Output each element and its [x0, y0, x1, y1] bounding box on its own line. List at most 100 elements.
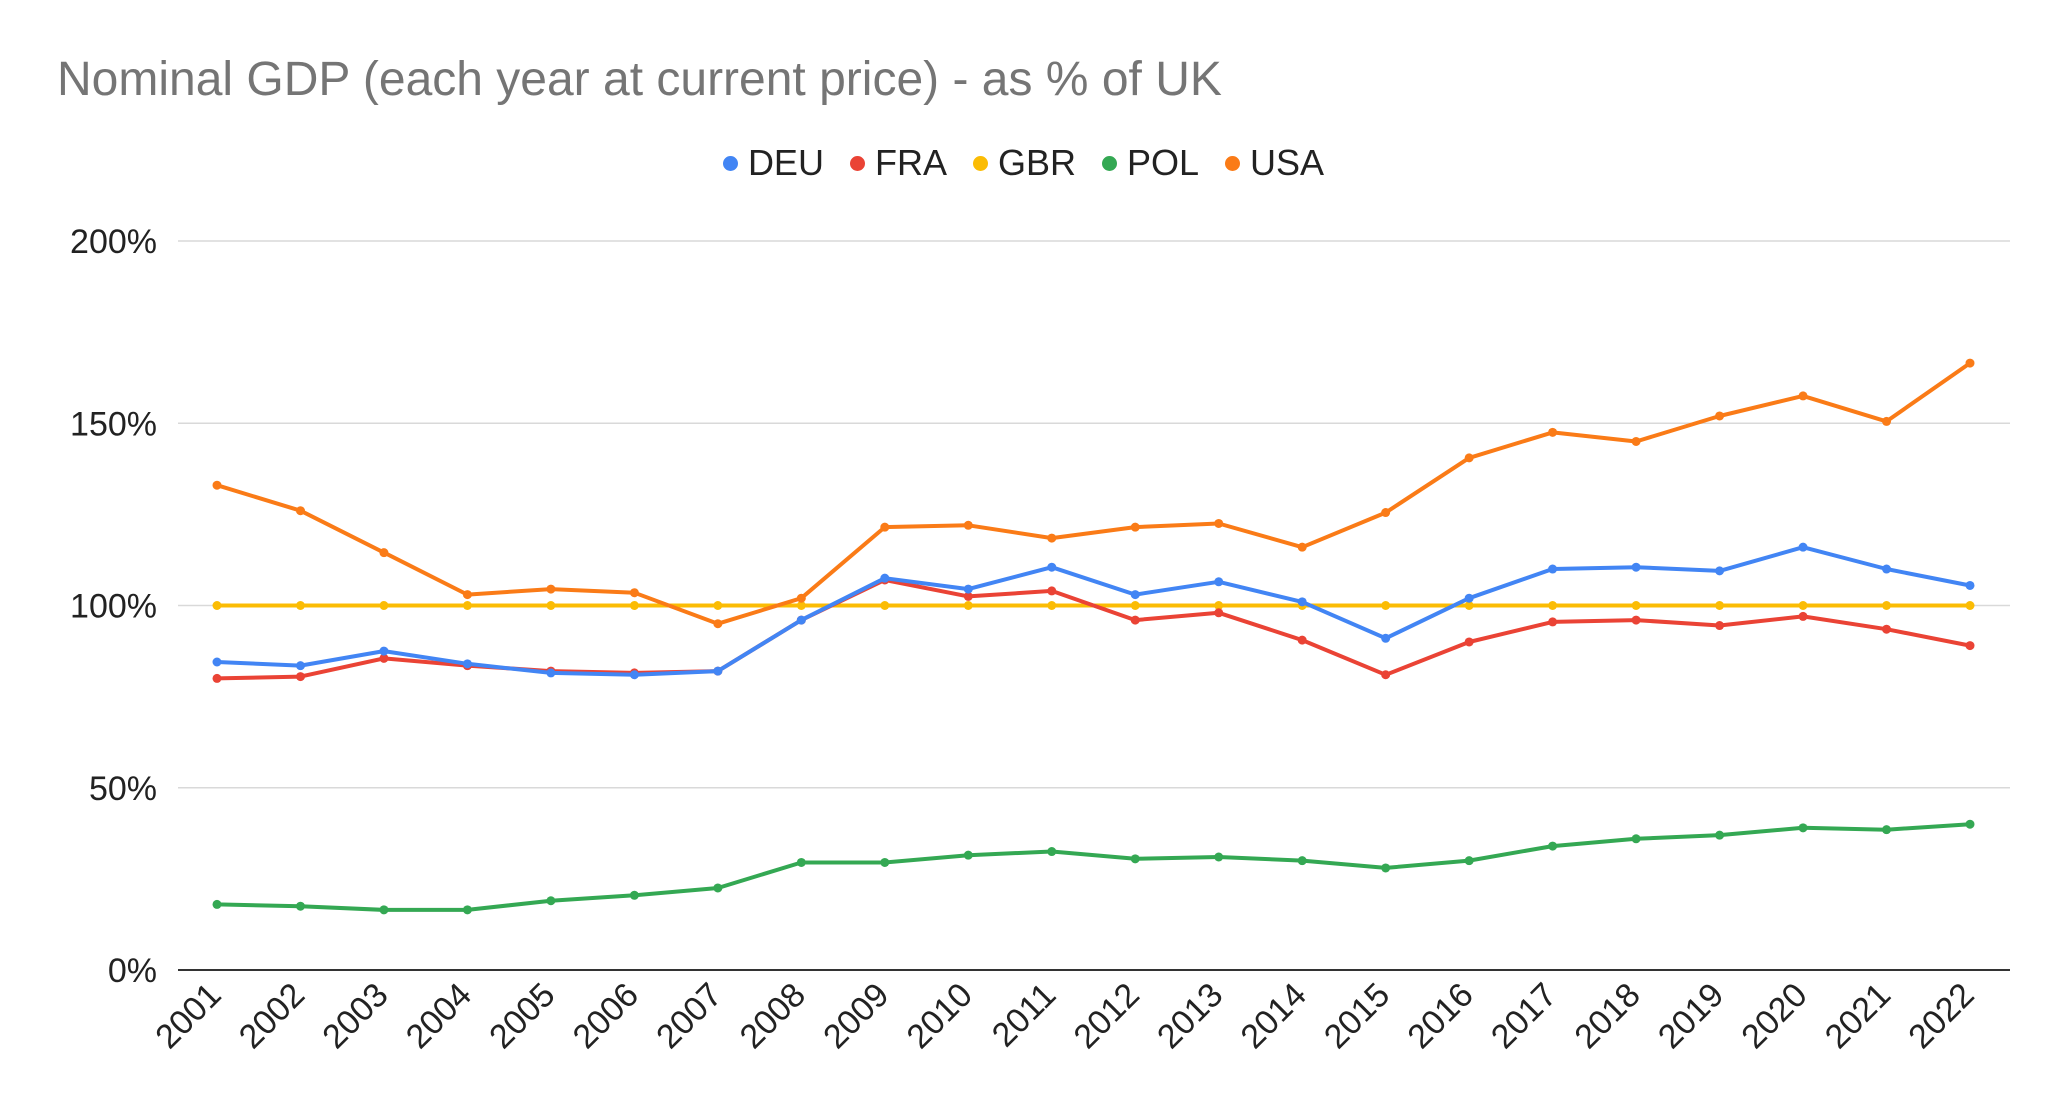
data-point-usa-2017[interactable]: [1548, 427, 1558, 437]
data-point-fra-2015[interactable]: [1381, 670, 1391, 680]
data-point-pol-2019[interactable]: [1715, 830, 1725, 840]
data-point-fra-2022[interactable]: [1965, 641, 1975, 651]
legend-item-usa[interactable]: USA: [1225, 142, 1324, 184]
data-point-gbr-2006[interactable]: [629, 601, 639, 610]
data-point-fra-2021[interactable]: [1882, 624, 1892, 634]
data-point-usa-2013[interactable]: [1214, 518, 1224, 528]
data-point-usa-2003[interactable]: [379, 548, 389, 558]
data-point-fra-2010[interactable]: [963, 591, 973, 601]
data-point-gbr-2018[interactable]: [1631, 601, 1641, 610]
data-point-deu-2016[interactable]: [1464, 593, 1474, 603]
data-point-usa-2006[interactable]: [629, 588, 639, 598]
data-point-usa-2012[interactable]: [1130, 522, 1140, 532]
data-point-gbr-2001[interactable]: [212, 601, 222, 610]
data-point-gbr-2022[interactable]: [1965, 601, 1975, 610]
data-point-fra-2001[interactable]: [212, 673, 222, 683]
data-point-deu-2015[interactable]: [1381, 633, 1391, 643]
data-point-gbr-2013[interactable]: [1214, 601, 1224, 610]
data-point-pol-2011[interactable]: [1047, 847, 1057, 857]
data-point-usa-2011[interactable]: [1047, 533, 1057, 543]
data-point-pol-2006[interactable]: [629, 890, 639, 900]
data-point-gbr-2010[interactable]: [963, 601, 973, 610]
data-point-gbr-2005[interactable]: [546, 601, 556, 610]
data-point-usa-2014[interactable]: [1297, 542, 1307, 552]
data-point-usa-2005[interactable]: [546, 584, 556, 594]
data-point-deu-2013[interactable]: [1214, 577, 1224, 587]
data-point-fra-2016[interactable]: [1464, 637, 1474, 647]
data-point-fra-2013[interactable]: [1214, 608, 1224, 618]
data-point-gbr-2008[interactable]: [796, 601, 806, 610]
legend-item-fra[interactable]: FRA: [849, 142, 947, 184]
data-point-usa-2022[interactable]: [1965, 358, 1975, 368]
data-point-deu-2009[interactable]: [880, 573, 890, 583]
data-point-pol-2008[interactable]: [796, 857, 806, 867]
data-point-gbr-2002[interactable]: [295, 601, 305, 610]
legend-item-deu[interactable]: DEU: [722, 142, 824, 184]
data-point-usa-2015[interactable]: [1381, 508, 1391, 518]
data-point-pol-2002[interactable]: [295, 901, 305, 911]
data-point-deu-2010[interactable]: [963, 584, 973, 594]
data-point-usa-2008[interactable]: [796, 593, 806, 603]
data-point-pol-2009[interactable]: [880, 857, 890, 867]
data-point-pol-2021[interactable]: [1882, 825, 1892, 835]
data-point-pol-2007[interactable]: [713, 883, 723, 893]
data-point-gbr-2012[interactable]: [1130, 601, 1140, 610]
data-point-pol-2014[interactable]: [1297, 856, 1307, 866]
data-point-deu-2020[interactable]: [1798, 542, 1808, 552]
data-point-usa-2016[interactable]: [1464, 453, 1474, 463]
data-point-fra-2014[interactable]: [1297, 635, 1307, 645]
data-point-fra-2011[interactable]: [1047, 586, 1057, 596]
data-point-fra-2018[interactable]: [1631, 615, 1641, 625]
data-point-deu-2012[interactable]: [1130, 590, 1140, 600]
data-point-deu-2002[interactable]: [295, 661, 305, 671]
data-point-gbr-2015[interactable]: [1381, 601, 1391, 610]
data-point-gbr-2020[interactable]: [1798, 601, 1808, 610]
data-point-pol-2013[interactable]: [1214, 852, 1224, 862]
data-point-gbr-2004[interactable]: [462, 601, 472, 610]
data-point-pol-2017[interactable]: [1548, 841, 1558, 851]
data-point-gbr-2017[interactable]: [1548, 601, 1558, 610]
data-point-usa-2001[interactable]: [212, 480, 222, 490]
data-point-pol-2022[interactable]: [1965, 819, 1975, 829]
data-point-pol-2004[interactable]: [462, 905, 472, 915]
data-point-deu-2019[interactable]: [1715, 566, 1725, 576]
data-point-usa-2002[interactable]: [295, 506, 305, 516]
data-point-deu-2014[interactable]: [1297, 597, 1307, 607]
data-point-usa-2019[interactable]: [1715, 411, 1725, 421]
data-point-deu-2005[interactable]: [546, 668, 556, 678]
data-point-gbr-2016[interactable]: [1464, 601, 1474, 610]
data-point-deu-2006[interactable]: [629, 670, 639, 680]
data-point-gbr-2019[interactable]: [1715, 601, 1725, 610]
data-point-deu-2017[interactable]: [1548, 564, 1558, 574]
data-point-fra-2020[interactable]: [1798, 611, 1808, 621]
data-point-pol-2010[interactable]: [963, 850, 973, 860]
data-point-usa-2009[interactable]: [880, 522, 890, 532]
legend-item-gbr[interactable]: GBR: [972, 142, 1076, 184]
data-point-gbr-2021[interactable]: [1882, 601, 1892, 610]
data-point-fra-2003[interactable]: [379, 653, 389, 663]
data-point-deu-2001[interactable]: [212, 657, 222, 667]
data-point-usa-2007[interactable]: [713, 619, 723, 629]
data-point-pol-2018[interactable]: [1631, 834, 1641, 844]
data-point-gbr-2003[interactable]: [379, 601, 389, 610]
data-point-pol-2016[interactable]: [1464, 856, 1474, 866]
data-point-deu-2011[interactable]: [1047, 562, 1057, 572]
data-point-deu-2008[interactable]: [796, 615, 806, 625]
data-point-fra-2002[interactable]: [295, 672, 305, 682]
data-point-pol-2005[interactable]: [546, 896, 556, 906]
data-point-pol-2001[interactable]: [212, 899, 222, 909]
data-point-usa-2021[interactable]: [1882, 416, 1892, 426]
data-point-gbr-2007[interactable]: [713, 601, 723, 610]
data-point-deu-2007[interactable]: [713, 666, 723, 676]
data-point-deu-2021[interactable]: [1882, 564, 1892, 574]
data-point-deu-2022[interactable]: [1965, 580, 1975, 590]
data-point-pol-2015[interactable]: [1381, 863, 1391, 873]
data-point-pol-2003[interactable]: [379, 905, 389, 915]
legend-item-pol[interactable]: POL: [1101, 142, 1199, 184]
data-point-usa-2004[interactable]: [462, 590, 472, 600]
data-point-usa-2010[interactable]: [963, 520, 973, 530]
data-point-gbr-2009[interactable]: [880, 601, 890, 610]
data-point-gbr-2011[interactable]: [1047, 601, 1057, 610]
data-point-pol-2012[interactable]: [1130, 854, 1140, 864]
data-point-usa-2018[interactable]: [1631, 436, 1641, 446]
